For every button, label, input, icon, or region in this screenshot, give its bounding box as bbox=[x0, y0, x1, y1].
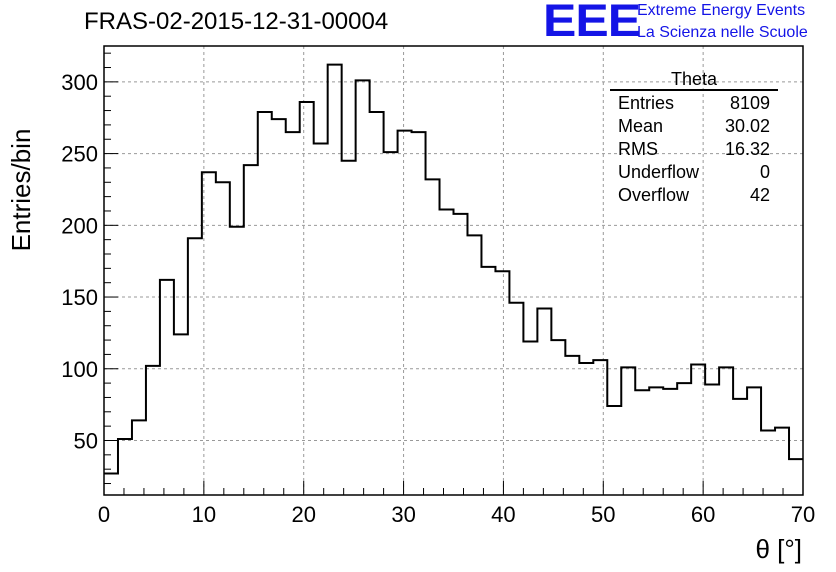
stats-label: Underflow bbox=[618, 162, 700, 182]
histogram-bin bbox=[118, 439, 132, 495]
x-tick-label: 60 bbox=[691, 502, 715, 527]
x-tick-label: 30 bbox=[391, 502, 415, 527]
histogram-bin bbox=[495, 271, 509, 495]
histogram-bin bbox=[621, 367, 635, 495]
histogram-bin bbox=[565, 356, 579, 495]
histogram-bin bbox=[132, 420, 146, 495]
x-axis-label: θ [°] bbox=[755, 534, 802, 564]
stats-row: Overflow 42 bbox=[610, 184, 778, 207]
stats-label: Mean bbox=[618, 116, 664, 136]
histogram-bin bbox=[202, 172, 216, 495]
histogram-bin bbox=[244, 165, 258, 495]
histogram-bin bbox=[230, 227, 244, 495]
x-tick-label: 70 bbox=[791, 502, 815, 527]
histogram-bin bbox=[426, 179, 440, 495]
y-tick-label: 150 bbox=[61, 285, 98, 310]
histogram-bin bbox=[356, 80, 370, 495]
stats-value: 0 bbox=[759, 162, 770, 182]
histogram-bin bbox=[467, 235, 481, 495]
stats-row: Entries 8109 bbox=[610, 92, 778, 115]
x-tick-label: 10 bbox=[192, 502, 216, 527]
histogram-bin bbox=[412, 132, 426, 495]
x-tick-label: 20 bbox=[291, 502, 315, 527]
histogram-bin bbox=[272, 119, 286, 495]
histogram-bin bbox=[174, 334, 188, 495]
histogram-bin bbox=[747, 387, 761, 495]
y-tick-label: 50 bbox=[74, 428, 98, 453]
stats-box-title: Theta bbox=[610, 70, 778, 91]
histogram-bin bbox=[104, 473, 118, 495]
histogram-bin bbox=[677, 383, 691, 495]
histogram-bin bbox=[300, 102, 314, 495]
histogram-bars bbox=[104, 63, 803, 495]
histogram-bin bbox=[719, 367, 733, 495]
histogram-bin bbox=[579, 363, 593, 495]
histogram-bin bbox=[370, 112, 384, 495]
histogram-bin bbox=[454, 214, 468, 495]
histogram-bin bbox=[481, 267, 495, 495]
y-tick-label: 300 bbox=[61, 70, 98, 95]
histogram-bin bbox=[551, 340, 565, 495]
stats-value: 16.32 bbox=[724, 139, 770, 159]
histogram-bin bbox=[635, 390, 649, 495]
x-tick-label: 50 bbox=[591, 502, 615, 527]
histogram-bin bbox=[691, 364, 705, 495]
x-tick-label: 40 bbox=[491, 502, 515, 527]
histogram-bin bbox=[789, 459, 803, 495]
grid-lines bbox=[104, 46, 803, 495]
stats-label: RMS bbox=[618, 139, 658, 159]
histogram-bin bbox=[733, 399, 747, 495]
histogram-bin bbox=[761, 430, 775, 495]
stats-box: Theta Entries 8109 Mean 30.02 RMS 16.32 Underf… bbox=[610, 70, 778, 207]
histogram-bin bbox=[384, 152, 398, 495]
chart-title: FRAS-02-2015-12-31-00004 bbox=[84, 8, 389, 35]
histogram-bin bbox=[593, 360, 607, 495]
plot-frame bbox=[103, 45, 804, 496]
histogram-bin bbox=[216, 182, 230, 495]
histogram-bin bbox=[328, 65, 342, 495]
histogram-bin bbox=[160, 280, 174, 495]
histogram-bin bbox=[146, 366, 160, 495]
stats-label: Entries bbox=[618, 93, 675, 113]
histogram-outline bbox=[104, 63, 803, 475]
stats-label: Overflow bbox=[618, 185, 690, 205]
stats-value: 30.02 bbox=[724, 116, 770, 136]
histogram-bin bbox=[398, 131, 412, 495]
histogram-bin bbox=[342, 161, 356, 495]
eee-logo: EEE bbox=[543, 0, 641, 46]
histogram-bin bbox=[537, 309, 551, 495]
stats-value: 8109 bbox=[729, 93, 770, 113]
histogram-bin bbox=[607, 406, 621, 495]
histogram-bin bbox=[523, 342, 537, 495]
histogram-bin bbox=[649, 387, 663, 495]
histogram-bin bbox=[286, 132, 300, 495]
histogram-bin bbox=[314, 144, 328, 495]
histogram-bin bbox=[509, 303, 523, 495]
y-axis-label: Entries/bin bbox=[6, 128, 36, 252]
axes bbox=[103, 45, 804, 496]
y-tick-label: 100 bbox=[61, 357, 98, 382]
histogram-bin bbox=[705, 385, 719, 495]
histogram-bin bbox=[440, 210, 454, 495]
logo-line-2: La Scienza nelle Scuole bbox=[637, 24, 808, 41]
histogram-bin bbox=[188, 238, 202, 495]
tick-labels: 0 10 20 30 40 50 60 70 50 100 150 200 250 300 bbox=[61, 70, 815, 527]
stats-row: Underflow 0 bbox=[610, 161, 778, 184]
y-tick-label: 200 bbox=[61, 213, 98, 238]
stats-value: 42 bbox=[749, 185, 770, 205]
histogram-bin bbox=[663, 389, 677, 495]
histogram-bin bbox=[775, 428, 789, 495]
stats-row: Mean 30.02 bbox=[610, 115, 778, 138]
y-tick-label: 250 bbox=[61, 142, 98, 167]
x-tick-label: 0 bbox=[98, 502, 110, 527]
histogram-bin bbox=[258, 112, 272, 495]
logo-line-1: Extreme Energy Events bbox=[637, 2, 806, 19]
stats-row: RMS 16.32 bbox=[610, 138, 778, 161]
